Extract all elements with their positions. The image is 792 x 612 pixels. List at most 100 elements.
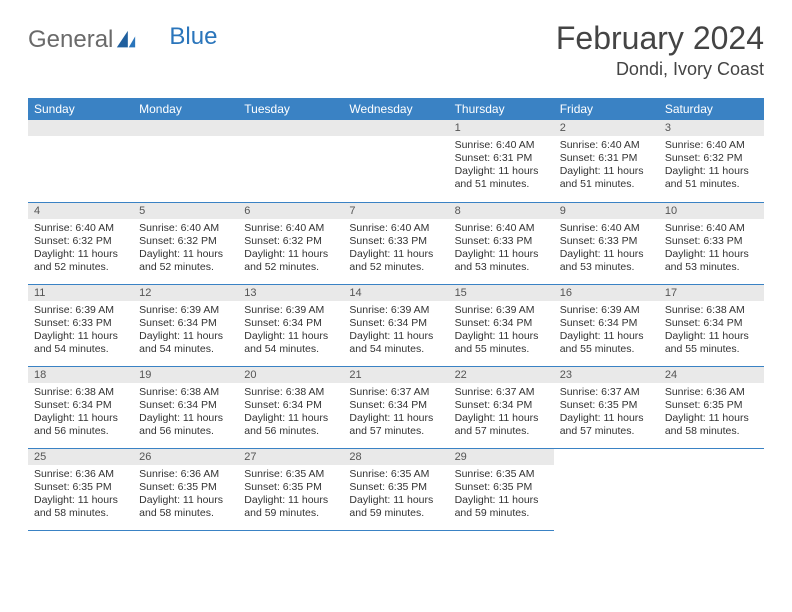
weekday-header: Sunday	[28, 98, 133, 120]
day-number: 1	[449, 120, 554, 136]
sunrise-line: Sunrise: 6:40 AM	[349, 222, 429, 234]
day-body: Sunrise: 6:39 AMSunset: 6:34 PMDaylight:…	[449, 301, 554, 361]
day-number: 16	[554, 285, 659, 301]
daylight-line: Daylight: 11 hours and 51 minutes.	[665, 165, 749, 190]
day-body: Sunrise: 6:40 AMSunset: 6:32 PMDaylight:…	[133, 219, 238, 279]
calendar-day-cell	[554, 448, 659, 530]
calendar-day-cell: 17Sunrise: 6:38 AMSunset: 6:34 PMDayligh…	[659, 284, 764, 366]
day-number: 15	[449, 285, 554, 301]
daylight-line: Daylight: 11 hours and 57 minutes.	[349, 412, 433, 437]
sunrise-line: Sunrise: 6:37 AM	[349, 386, 429, 398]
brand-part2: Blue	[169, 23, 217, 51]
calendar-table: SundayMondayTuesdayWednesdayThursdayFrid…	[28, 98, 764, 531]
sunset-line: Sunset: 6:34 PM	[349, 317, 427, 329]
weekday-header-row: SundayMondayTuesdayWednesdayThursdayFrid…	[28, 98, 764, 120]
calendar-day-cell: 20Sunrise: 6:38 AMSunset: 6:34 PMDayligh…	[238, 366, 343, 448]
day-number: 23	[554, 367, 659, 383]
daylight-line: Daylight: 11 hours and 51 minutes.	[455, 165, 539, 190]
daylight-line: Daylight: 11 hours and 57 minutes.	[455, 412, 539, 437]
calendar-day-cell: 28Sunrise: 6:35 AMSunset: 6:35 PMDayligh…	[343, 448, 448, 530]
day-number: 4	[28, 203, 133, 219]
day-body: Sunrise: 6:38 AMSunset: 6:34 PMDaylight:…	[28, 383, 133, 443]
day-number: 6	[238, 203, 343, 219]
sunset-line: Sunset: 6:35 PM	[560, 399, 638, 411]
calendar-day-cell: 22Sunrise: 6:37 AMSunset: 6:34 PMDayligh…	[449, 366, 554, 448]
daylight-line: Daylight: 11 hours and 56 minutes.	[34, 412, 118, 437]
sunset-line: Sunset: 6:34 PM	[139, 317, 217, 329]
sunset-line: Sunset: 6:34 PM	[455, 399, 533, 411]
calendar-day-cell: 6Sunrise: 6:40 AMSunset: 6:32 PMDaylight…	[238, 202, 343, 284]
day-number-empty	[28, 120, 133, 136]
day-body: Sunrise: 6:40 AMSunset: 6:33 PMDaylight:…	[449, 219, 554, 279]
brand-sail-icon	[115, 29, 137, 51]
day-number: 25	[28, 449, 133, 465]
sunset-line: Sunset: 6:34 PM	[349, 399, 427, 411]
calendar-day-cell: 19Sunrise: 6:38 AMSunset: 6:34 PMDayligh…	[133, 366, 238, 448]
sunset-line: Sunset: 6:35 PM	[244, 481, 322, 493]
daylight-line: Daylight: 11 hours and 55 minutes.	[560, 330, 644, 355]
sunrise-line: Sunrise: 6:39 AM	[560, 304, 640, 316]
sunset-line: Sunset: 6:33 PM	[455, 235, 533, 247]
daylight-line: Daylight: 11 hours and 56 minutes.	[244, 412, 328, 437]
day-number: 28	[343, 449, 448, 465]
sunrise-line: Sunrise: 6:39 AM	[349, 304, 429, 316]
day-body: Sunrise: 6:39 AMSunset: 6:34 PMDaylight:…	[238, 301, 343, 361]
day-number: 21	[343, 367, 448, 383]
weekday-header: Friday	[554, 98, 659, 120]
sunset-line: Sunset: 6:34 PM	[455, 317, 533, 329]
day-number: 24	[659, 367, 764, 383]
day-body: Sunrise: 6:39 AMSunset: 6:34 PMDaylight:…	[343, 301, 448, 361]
daylight-line: Daylight: 11 hours and 58 minutes.	[665, 412, 749, 437]
sunset-line: Sunset: 6:31 PM	[560, 152, 638, 164]
brand-logo: General Blue	[28, 20, 217, 54]
calendar-day-cell: 18Sunrise: 6:38 AMSunset: 6:34 PMDayligh…	[28, 366, 133, 448]
sunset-line: Sunset: 6:34 PM	[560, 317, 638, 329]
day-number: 11	[28, 285, 133, 301]
sunrise-line: Sunrise: 6:38 AM	[244, 386, 324, 398]
sunrise-line: Sunrise: 6:40 AM	[139, 222, 219, 234]
calendar-day-cell: 11Sunrise: 6:39 AMSunset: 6:33 PMDayligh…	[28, 284, 133, 366]
calendar-week-row: 18Sunrise: 6:38 AMSunset: 6:34 PMDayligh…	[28, 366, 764, 448]
brand-part1: General	[28, 26, 113, 54]
month-title: February 2024	[556, 20, 764, 57]
sunrise-line: Sunrise: 6:40 AM	[665, 139, 745, 151]
day-body: Sunrise: 6:37 AMSunset: 6:34 PMDaylight:…	[343, 383, 448, 443]
day-number: 18	[28, 367, 133, 383]
daylight-line: Daylight: 11 hours and 52 minutes.	[244, 248, 328, 273]
sunrise-line: Sunrise: 6:36 AM	[139, 468, 219, 480]
day-body: Sunrise: 6:40 AMSunset: 6:31 PMDaylight:…	[449, 136, 554, 196]
sunrise-line: Sunrise: 6:36 AM	[34, 468, 114, 480]
sunset-line: Sunset: 6:31 PM	[455, 152, 533, 164]
day-number: 26	[133, 449, 238, 465]
sunset-line: Sunset: 6:35 PM	[139, 481, 217, 493]
daylight-line: Daylight: 11 hours and 59 minutes.	[244, 494, 328, 519]
calendar-day-cell: 14Sunrise: 6:39 AMSunset: 6:34 PMDayligh…	[343, 284, 448, 366]
daylight-line: Daylight: 11 hours and 53 minutes.	[455, 248, 539, 273]
day-body: Sunrise: 6:36 AMSunset: 6:35 PMDaylight:…	[133, 465, 238, 525]
day-body: Sunrise: 6:40 AMSunset: 6:33 PMDaylight:…	[343, 219, 448, 279]
calendar-day-cell: 13Sunrise: 6:39 AMSunset: 6:34 PMDayligh…	[238, 284, 343, 366]
day-body: Sunrise: 6:40 AMSunset: 6:33 PMDaylight:…	[554, 219, 659, 279]
sunset-line: Sunset: 6:33 PM	[349, 235, 427, 247]
day-body: Sunrise: 6:38 AMSunset: 6:34 PMDaylight:…	[659, 301, 764, 361]
day-number: 13	[238, 285, 343, 301]
day-number: 9	[554, 203, 659, 219]
weekday-header: Saturday	[659, 98, 764, 120]
daylight-line: Daylight: 11 hours and 59 minutes.	[349, 494, 433, 519]
day-number: 27	[238, 449, 343, 465]
weekday-header: Monday	[133, 98, 238, 120]
sunrise-line: Sunrise: 6:35 AM	[349, 468, 429, 480]
day-number: 5	[133, 203, 238, 219]
calendar-week-row: 1Sunrise: 6:40 AMSunset: 6:31 PMDaylight…	[28, 120, 764, 202]
daylight-line: Daylight: 11 hours and 57 minutes.	[560, 412, 644, 437]
day-body: Sunrise: 6:40 AMSunset: 6:33 PMDaylight:…	[659, 219, 764, 279]
sunrise-line: Sunrise: 6:39 AM	[244, 304, 324, 316]
day-number: 7	[343, 203, 448, 219]
calendar-day-cell: 8Sunrise: 6:40 AMSunset: 6:33 PMDaylight…	[449, 202, 554, 284]
calendar-day-cell	[659, 448, 764, 530]
sunrise-line: Sunrise: 6:40 AM	[560, 139, 640, 151]
sunset-line: Sunset: 6:32 PM	[244, 235, 322, 247]
sunrise-line: Sunrise: 6:39 AM	[455, 304, 535, 316]
day-body: Sunrise: 6:40 AMSunset: 6:31 PMDaylight:…	[554, 136, 659, 196]
day-body: Sunrise: 6:39 AMSunset: 6:34 PMDaylight:…	[554, 301, 659, 361]
